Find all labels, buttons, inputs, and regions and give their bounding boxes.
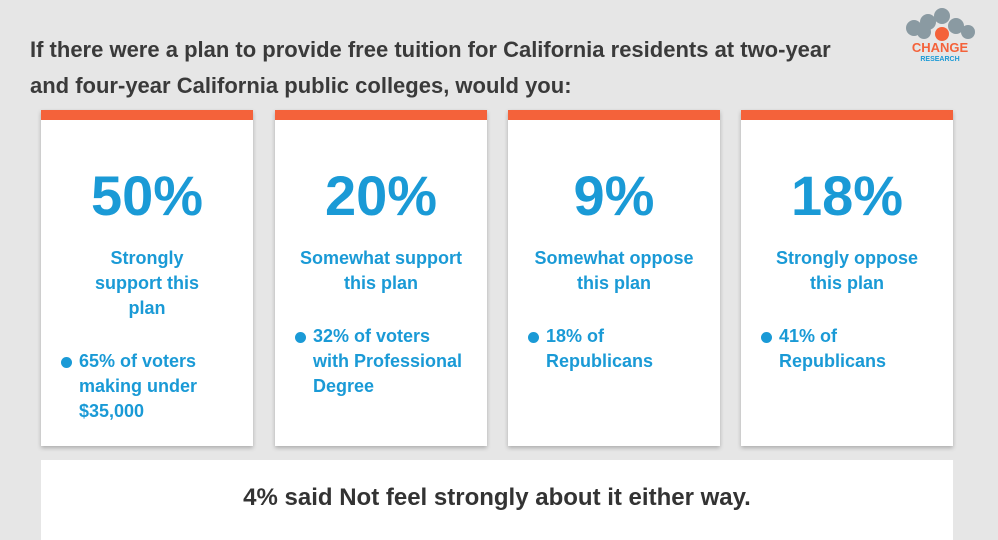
card-note: 41% of Republicans — [761, 324, 886, 374]
bullet-icon — [295, 332, 306, 343]
question-title: If there were a plan to provide free tui… — [30, 37, 831, 98]
card-label: Somewhat support this plan — [299, 248, 462, 293]
card-percent: 50% — [90, 164, 204, 227]
bullet-icon — [528, 332, 539, 343]
card-label: Strongly support this plan — [95, 248, 199, 318]
svg-text:RESEARCH: RESEARCH — [920, 56, 959, 63]
change-research-logo: CHANGE RESEARCH — [906, 8, 975, 63]
card-strongly-oppose: 18% Strongly oppose this plan 41% of Rep… — [741, 110, 953, 446]
bullet-icon — [61, 357, 72, 368]
footer-note: 4% said Not feel strongly about it eithe… — [41, 460, 953, 540]
card-percent: 9% — [573, 164, 655, 227]
card-note: 18% of Republicans — [528, 324, 653, 374]
card-strongly-support: 50% Strongly support this plan 65% of vo… — [41, 110, 253, 446]
card-note: 65% of voters making under $35,000 — [61, 349, 237, 424]
card-percent: 20% — [324, 164, 438, 227]
card-somewhat-oppose: 9% Somewhat oppose this plan 18% of Repu… — [508, 110, 720, 446]
card-note: 32% of voters with Professional Degree — [295, 324, 471, 399]
card-label: Somewhat oppose this plan — [534, 248, 694, 293]
bullet-icon — [761, 332, 772, 343]
svg-text:CHANGE: CHANGE — [912, 40, 969, 55]
card-label: Strongly oppose this plan — [775, 248, 918, 293]
card-somewhat-support: 20% Somewhat support this plan 32% of vo… — [275, 110, 487, 446]
card-percent: 18% — [790, 164, 904, 227]
